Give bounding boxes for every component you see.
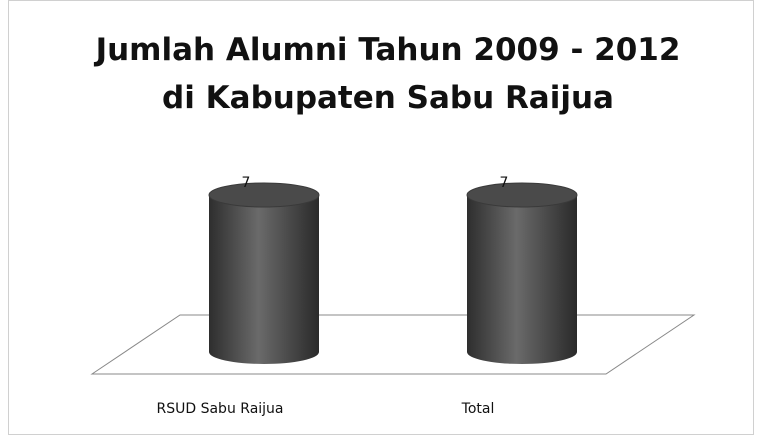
cylinder-top	[466, 182, 578, 208]
floor	[90, 314, 696, 375]
data-label: 7	[242, 175, 251, 191]
cylinder-top	[208, 182, 320, 208]
chart-title: Jumlah Alumni Tahun 2009 - 2012	[94, 32, 681, 68]
cylinder	[209, 195, 319, 364]
data-label: 7	[500, 175, 509, 191]
chart-title: di Kabupaten Sabu Raijua	[162, 80, 614, 116]
x-tick-label: Total	[461, 401, 495, 417]
cylinder	[467, 195, 577, 364]
x-tick-label: RSUD Sabu Raijua	[157, 401, 284, 417]
